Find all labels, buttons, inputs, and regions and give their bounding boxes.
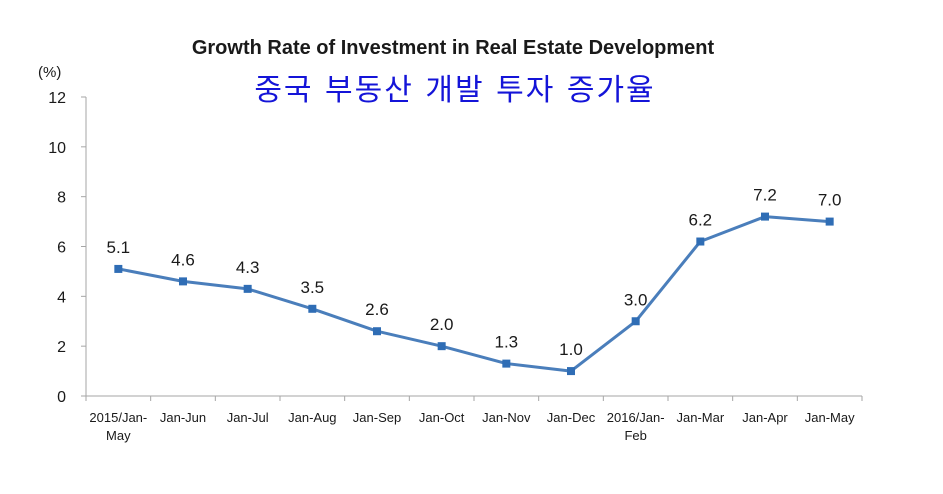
y-tick-label: 6 (57, 240, 66, 257)
data-label: 4.6 (171, 250, 195, 269)
chart-title: Growth Rate of Investment in Real Estate… (192, 37, 715, 59)
x-axis-ticks: 2015/Jan- May Jan-Jun Jan-Jul Jan-Aug Jan-Sep… (85, 396, 863, 443)
data-point-marker (502, 359, 511, 368)
data-label: 7.2 (753, 186, 777, 205)
y-tick-label: 4 (57, 289, 66, 306)
x-tick-label-line: Jan-May (805, 410, 855, 425)
series-line (118, 215, 830, 373)
x-tick-label-line: Jan-Dec (547, 410, 596, 425)
data-label: 2.6 (365, 300, 389, 319)
data-label: 3.0 (624, 290, 648, 309)
data-point-marker (761, 212, 769, 221)
chart-subtitle-korean: 중국 부동산 개발 투자 증가율 (254, 73, 655, 108)
data-point-marker (114, 264, 123, 273)
data-point-marker (696, 237, 705, 246)
y-tick-label: 0 (57, 389, 66, 406)
series-markers (114, 212, 834, 376)
x-tick-label: Jan-Apr (742, 410, 788, 425)
x-tick-label: Jan-May (805, 410, 855, 425)
x-tick-label: Jan-Nov (482, 410, 531, 425)
data-point-marker (825, 217, 834, 226)
x-tick-label-line: Jan-Apr (742, 410, 788, 425)
x-tick-label-line: Jan-Jun (160, 410, 206, 425)
x-tick-label-line: Jan-Jul (227, 410, 269, 425)
data-point-marker (179, 277, 187, 286)
data-label: 1.0 (559, 340, 583, 359)
data-point-marker (308, 304, 317, 313)
data-label: 6.2 (689, 211, 713, 230)
y-tick-label: 2 (57, 339, 66, 356)
y-tick-label: 12 (48, 90, 66, 107)
data-label: 4.3 (236, 258, 260, 277)
x-tick-label-line: Jan-Sep (353, 410, 401, 425)
x-tick-label: Jan-Aug (288, 410, 336, 425)
data-label: 2.0 (430, 315, 454, 334)
x-tick-label: Jan-Jul (227, 410, 269, 425)
x-tick-label-line: Jan-Nov (482, 410, 531, 425)
x-tick-label: Jan-Dec (547, 410, 596, 425)
data-label: 5.1 (107, 238, 131, 257)
x-tick-label-line: 2016/Jan- (607, 410, 665, 425)
x-tick-label-line: May (106, 428, 131, 443)
data-point-marker (567, 367, 575, 376)
data-label: 7.0 (818, 191, 842, 210)
data-labels: 5.1 4.6 4.3 3.5 2.6 2.0 1.3 1.0 3.0 6.2 7.2 7.0 (107, 186, 842, 359)
x-tick-label: 2016/Jan- Feb (607, 410, 665, 443)
y-tick-label: 8 (57, 190, 66, 207)
data-label: 3.5 (301, 278, 325, 297)
x-tick-label-line: Jan-Mar (676, 410, 724, 425)
x-tick-label-line: Feb (624, 428, 646, 443)
x-tick-label: 2015/Jan- May (89, 410, 147, 443)
x-tick-label-line: 2015/Jan- (89, 410, 147, 425)
data-label: 1.3 (495, 333, 519, 352)
y-axis-ticks: 0 2 4 6 8 10 12 (48, 90, 86, 406)
x-tick-label-line: Jan-Aug (288, 410, 336, 425)
x-tick-label: Jan-Jun (160, 410, 206, 425)
x-tick-label: Jan-Mar (676, 410, 724, 425)
data-point-marker (243, 284, 252, 293)
y-axis-unit-label: (%) (38, 64, 61, 81)
x-tick-label: Jan-Sep (353, 410, 401, 425)
x-tick-label: Jan-Oct (419, 410, 465, 425)
x-tick-label-line: Jan-Oct (419, 410, 465, 425)
data-point-marker (373, 327, 381, 336)
y-tick-label: 10 (48, 140, 66, 157)
data-point-marker (437, 342, 446, 351)
data-point-marker (631, 317, 640, 326)
